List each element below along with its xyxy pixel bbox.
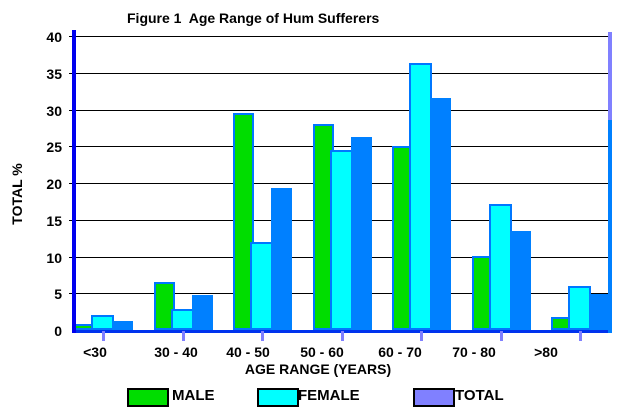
bar-total-3 [351, 137, 372, 330]
legend-label-male: MALE [172, 387, 215, 404]
chart-title: Figure 1 Age Range of Hum Sufferers [127, 10, 380, 26]
y-tick-label: 25 [46, 139, 62, 155]
x-tick-label: 70 - 80 [452, 344, 496, 360]
bar-male-1 [154, 282, 175, 330]
x-axis-title: AGE RANGE (YEARS) [244, 361, 392, 377]
bar-female-1 [171, 309, 194, 330]
right-frame-bottom [608, 120, 612, 333]
x-tick [182, 331, 185, 341]
x-tick-label: >80 [534, 344, 558, 360]
legend-swatch-total [413, 388, 455, 407]
y-tick-label: 40 [46, 29, 62, 45]
x-tick [341, 331, 344, 341]
x-tick [102, 331, 105, 341]
gridline-35 [69, 73, 608, 74]
bar-total-6 [589, 294, 610, 330]
x-tick [420, 331, 423, 341]
gridline-25 [69, 146, 608, 147]
x-tick [261, 331, 264, 341]
x-tick-label: 40 - 50 [226, 344, 270, 360]
x-tick-label: 50 - 60 [300, 344, 344, 360]
bar-female-2 [250, 242, 273, 330]
y-tick-label: 0 [54, 323, 62, 339]
legend-swatch-male [127, 388, 169, 407]
x-tick-label: 30 - 40 [154, 344, 198, 360]
bar-female-3 [330, 150, 353, 330]
bar-total-5 [510, 231, 531, 330]
y-tick-label: 5 [54, 286, 62, 302]
bar-female-6 [568, 286, 591, 330]
bar-male-2 [233, 113, 254, 330]
y-tick-label: 30 [46, 103, 62, 119]
y-tick-label: 20 [46, 176, 62, 192]
legend-swatch-female [257, 388, 299, 407]
gridline-40 [69, 36, 608, 37]
x-tick [579, 331, 582, 341]
bar-female-5 [489, 204, 512, 330]
x-tick-label: 60 - 70 [378, 344, 422, 360]
bar-total-4 [430, 98, 451, 330]
legend-label-total: TOTAL [455, 387, 504, 404]
y-tick-label: 15 [46, 213, 62, 229]
bar-female-4 [409, 63, 432, 330]
y-tick-label: 10 [46, 250, 62, 266]
bar-total-2 [271, 188, 292, 330]
bar-female-0 [91, 315, 114, 330]
legend-label-female: FEMALE [298, 387, 360, 404]
x-tick [500, 331, 503, 341]
right-frame-top [608, 32, 612, 120]
y-axis-line [72, 30, 76, 333]
gridline-30 [69, 110, 608, 111]
x-tick-label: <30 [83, 344, 107, 360]
y-axis-title: TOTAL % [9, 163, 25, 225]
y-tick-label: 35 [46, 66, 62, 82]
bar-total-0 [112, 321, 133, 330]
bar-total-1 [192, 295, 213, 330]
